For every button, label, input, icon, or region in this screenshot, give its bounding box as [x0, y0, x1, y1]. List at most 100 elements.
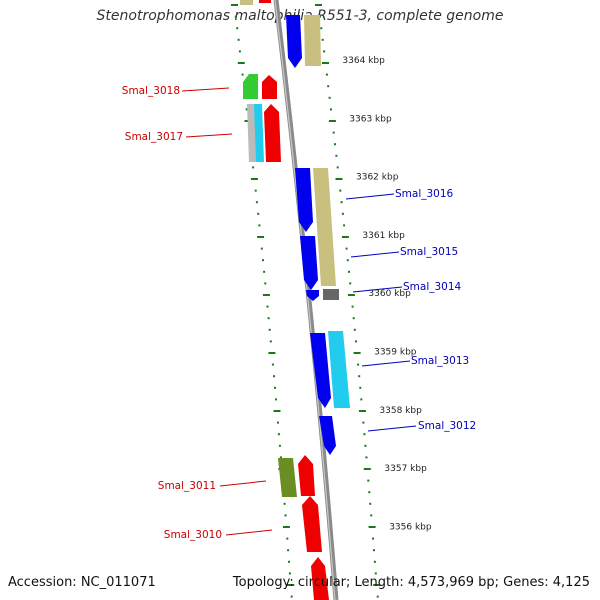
- tick-mark: [336, 166, 339, 169]
- tick-mark: [348, 270, 350, 273]
- gene-label-smal-3018[interactable]: Smal_3018: [122, 85, 180, 97]
- gene-label-smal-3016[interactable]: Smal_3016: [395, 188, 454, 200]
- gene-smal-3014[interactable]: [306, 289, 339, 301]
- gene-top-khaki-1[interactable]: [240, 0, 253, 5]
- tick-mark: [340, 201, 343, 204]
- gene-smal-3012[interactable]: [319, 416, 336, 455]
- tick-mark: [328, 96, 331, 99]
- tick-mark: [271, 363, 274, 366]
- tick-mark: [358, 375, 361, 378]
- tick-mark: [255, 201, 258, 204]
- tick-mark: [372, 537, 374, 540]
- tick-mark: [245, 108, 248, 111]
- gene-label-smal-3017[interactable]: Smal_3017: [125, 131, 183, 143]
- tick-mark: [263, 270, 266, 273]
- gene-smal-3013[interactable]: [310, 331, 350, 408]
- tick-mark: [353, 352, 361, 354]
- tick-mark: [353, 328, 356, 331]
- tick-mark: [376, 595, 379, 598]
- gene-label-smal-3013[interactable]: Smal_3013: [411, 355, 469, 367]
- tick-mark: [288, 560, 290, 563]
- tick-mark: [273, 375, 275, 378]
- kbp-label: 3357 kbp: [384, 464, 427, 474]
- tick-mark: [274, 386, 276, 389]
- tick-mark: [231, 4, 238, 6]
- gene-smal-3016[interactable]: [295, 168, 336, 286]
- tick-mark: [373, 560, 376, 563]
- tick-mark: [315, 4, 322, 6]
- tick-mark: [360, 398, 363, 401]
- tick-mark: [290, 595, 293, 598]
- tick-mark: [341, 236, 349, 238]
- tick-mark: [328, 120, 336, 122]
- kbp-label: 3356 kbp: [389, 522, 432, 532]
- gene-labels: Smal_3018 Smal_3017 Smal_3016 Smal_3015 …: [122, 85, 476, 541]
- tick-mark: [373, 584, 381, 586]
- topology-text: Topology: circular; Length: 4,573,969 bp…: [232, 575, 590, 590]
- tick-mark: [262, 259, 264, 262]
- tick-mark: [334, 143, 336, 146]
- tick-mark: [288, 572, 291, 575]
- tick-mark: [362, 421, 365, 424]
- tick-mark: [262, 294, 270, 296]
- gene-smal-3011[interactable]: [278, 455, 315, 497]
- gene-track: [240, 0, 350, 600]
- gene-label-smal-3015[interactable]: Smal_3015: [400, 246, 458, 258]
- gene-label-smal-3012[interactable]: Smal_3012: [418, 420, 476, 432]
- tick-ring-outer: [315, 4, 381, 598]
- tick-mark: [257, 212, 260, 215]
- tick-mark: [343, 224, 346, 227]
- gene-label-smal-3010[interactable]: Smal_3010: [164, 529, 222, 541]
- tick-mark: [357, 363, 360, 366]
- kbp-label: 3362 kbp: [356, 173, 399, 183]
- accession-text: Accession: NC_011071: [8, 575, 156, 590]
- tick-mark: [238, 50, 241, 53]
- tick-mark: [257, 236, 265, 238]
- tick-mark: [321, 38, 324, 41]
- tick-mark: [260, 247, 263, 250]
- gene-top-red-1[interactable]: [259, 0, 271, 3]
- tick-mark: [365, 456, 368, 459]
- kbp-label: 3359 kbp: [374, 348, 417, 358]
- kbp-label: 3358 kbp: [379, 406, 422, 416]
- gene-bottom-red[interactable]: [311, 557, 329, 600]
- tick-mark: [277, 421, 279, 424]
- tick-mark: [345, 247, 348, 250]
- gene-label-smal-3011[interactable]: Smal_3011: [158, 480, 216, 492]
- kbp-label: 3363 kbp: [349, 114, 392, 124]
- gene-smal-3018[interactable]: [243, 74, 277, 99]
- tick-mark: [327, 85, 330, 88]
- tick-mark: [234, 15, 237, 18]
- tick-mark: [363, 433, 366, 436]
- tick-mark: [325, 73, 328, 76]
- gene-top-blue[interactable]: [286, 15, 302, 68]
- tick-mark: [273, 410, 281, 412]
- gene-smal-3015[interactable]: [300, 236, 318, 290]
- tick-mark: [237, 38, 240, 41]
- tick-mark: [323, 50, 326, 53]
- gene-smal-3010[interactable]: [302, 496, 322, 552]
- tick-mark: [275, 398, 277, 401]
- tick-mark: [241, 73, 244, 76]
- tick-mark: [367, 479, 370, 482]
- tick-mark: [277, 433, 280, 436]
- tick-mark: [374, 572, 377, 575]
- tick-mark: [351, 305, 354, 308]
- tick-mark: [368, 491, 371, 494]
- tick-mark: [269, 340, 272, 343]
- tick-mark: [359, 386, 362, 389]
- tick-mark: [287, 549, 290, 552]
- gene-label-smal-3014[interactable]: Smal_3014: [403, 281, 462, 293]
- gene-top-khaki-2[interactable]: [304, 15, 321, 66]
- gene-smal-3017[interactable]: [247, 104, 281, 162]
- tick-mark: [352, 317, 355, 320]
- tick-mark: [358, 410, 366, 412]
- tick-mark: [279, 456, 282, 459]
- tick-mark: [330, 108, 332, 111]
- tick-mark: [264, 282, 267, 285]
- tick-mark: [347, 294, 355, 296]
- tick-mark: [349, 282, 352, 285]
- tick-mark: [283, 502, 286, 505]
- tick-mark: [335, 154, 338, 157]
